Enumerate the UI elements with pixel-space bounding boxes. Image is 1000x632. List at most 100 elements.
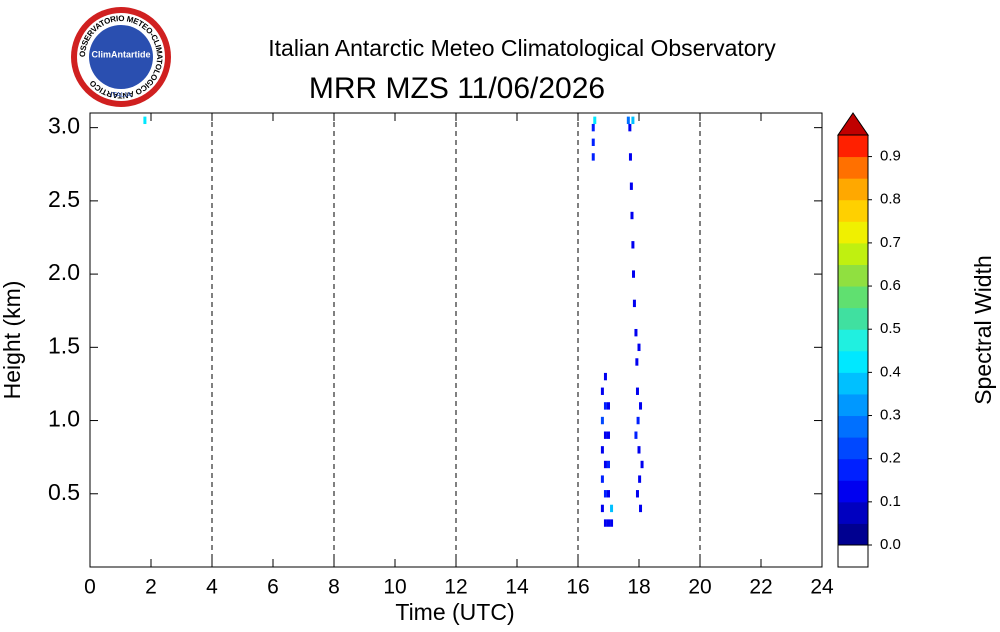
colorbar-segment: [838, 178, 868, 201]
colorbar-segment: [838, 393, 868, 417]
echo-cell: [628, 123, 632, 132]
echo-cell: [603, 519, 607, 527]
echo-cell: [600, 387, 604, 395]
echo-cell: [607, 431, 610, 439]
echo-cell: [638, 475, 642, 483]
echo-cell: [603, 431, 607, 439]
colorbar-tick-label: 0.2: [880, 450, 901, 467]
colorbar-segment: [838, 458, 868, 481]
colorbar-tick-label: 0.9: [880, 148, 901, 165]
colorbar-segment: [838, 156, 868, 179]
chart-title: Italian Antarctic Meteo Climatological O…: [268, 35, 776, 61]
echo-cell: [610, 504, 614, 513]
logo-core: [89, 25, 153, 89]
echo-cell: [591, 138, 595, 146]
colorbar-under: [837, 544, 869, 568]
echo-cell: [603, 460, 607, 469]
x-tick-label: 0: [84, 576, 96, 599]
y-tick-label: 1.5: [48, 332, 80, 358]
echo-cell: [591, 153, 595, 161]
y-tick-label: 1.0: [48, 406, 80, 432]
echo-cell: [591, 123, 595, 132]
colorbar-segment: [838, 501, 868, 524]
x-tick-label: 10: [383, 576, 406, 599]
x-tick-label: 24: [810, 576, 834, 599]
x-tick-label: 16: [566, 576, 589, 599]
echo-cell: [630, 211, 634, 220]
x-tick-label: 12: [444, 576, 467, 599]
echo-cell: [632, 299, 636, 308]
x-tick-label: 8: [328, 576, 340, 599]
colorbar-segment: [838, 437, 868, 460]
colorbar-segment: [838, 523, 868, 546]
echo-cell: [629, 182, 633, 190]
echo-cell: [635, 490, 639, 498]
echo-cell: [634, 328, 638, 337]
colorbar-segment: [838, 264, 868, 287]
echo-cell: [603, 490, 607, 498]
echo-cell: [607, 490, 610, 498]
colorbar-segment: [838, 329, 868, 352]
echo-cell: [635, 387, 639, 395]
colorbar-segment: [838, 286, 868, 309]
echo-cell: [626, 116, 630, 125]
echo-cell: [607, 402, 610, 410]
x-tick-label: 4: [206, 576, 218, 599]
x-axis-label: Time (UTC): [395, 599, 514, 625]
y-tick-label: 3.0: [48, 113, 80, 139]
echo-cell: [603, 402, 607, 410]
echo-cell: [600, 446, 604, 454]
echo-cell: [637, 343, 641, 352]
colorbar-tick-label: 0.8: [880, 191, 901, 208]
echo-cell: [636, 416, 640, 425]
echo-cell: [635, 358, 639, 366]
colorbar-segment: [838, 221, 868, 244]
colorbar-segment: [838, 350, 868, 373]
colorbar-tick-label: 0.3: [880, 406, 901, 423]
echo-cell: [639, 504, 643, 513]
echo-cell: [628, 153, 632, 161]
colorbar-tick-label: 0.7: [880, 234, 901, 251]
colorbar-frame: [837, 134, 869, 546]
colorbar-segment: [838, 415, 868, 438]
colorbar-segment: [838, 135, 868, 158]
echo-cell: [603, 372, 607, 381]
colorbar-segment: [838, 242, 868, 265]
colorbar-segment: [838, 480, 868, 503]
colorbar-segment: [838, 307, 868, 330]
echo-cell: [143, 116, 147, 125]
echo-cell: [593, 116, 597, 125]
colorbar-label: Spectral Width: [970, 255, 996, 405]
echo-cell: [639, 402, 643, 410]
logo-country: ITALIA: [111, 92, 132, 99]
echo-cell: [607, 519, 610, 527]
y-axis-label: Height (km): [0, 281, 25, 400]
x-tick-label: 2: [145, 576, 157, 599]
chart-subtitle: MRR MZS 11/06/2026: [309, 72, 605, 105]
echo-cell: [634, 431, 638, 439]
y-tick-label: 0.5: [48, 479, 80, 505]
colorbar-tick-label: 0.4: [880, 363, 901, 380]
colorbar-segment: [838, 372, 868, 395]
echo-cell: [600, 416, 604, 425]
colorbar-tick-label: 0.5: [880, 320, 901, 337]
colorbar-tick-label: 0.1: [880, 493, 901, 510]
echo-cell: [637, 446, 641, 454]
echo-cell: [631, 116, 635, 125]
x-tick-label: 14: [505, 576, 529, 599]
colorbar-tick-label: 0.6: [880, 277, 901, 294]
echo-cell: [600, 475, 604, 483]
echo-cell: [610, 519, 614, 527]
colorbar-tick-label: 0.0: [880, 536, 901, 553]
echo-cell: [631, 241, 635, 249]
colorbar-over: [837, 112, 869, 136]
logo: OSSERVATORIO METEO-CLIMATOLOGICO ANTARTI…: [71, 7, 171, 107]
x-tick-label: 18: [627, 576, 650, 599]
y-tick-label: 2.5: [48, 186, 80, 212]
colorbar-segment: [838, 199, 868, 222]
logo-center: ClimAntartide: [91, 49, 150, 59]
echo-cell: [607, 460, 610, 469]
x-tick-label: 6: [267, 576, 279, 599]
echo-cell: [640, 460, 644, 469]
